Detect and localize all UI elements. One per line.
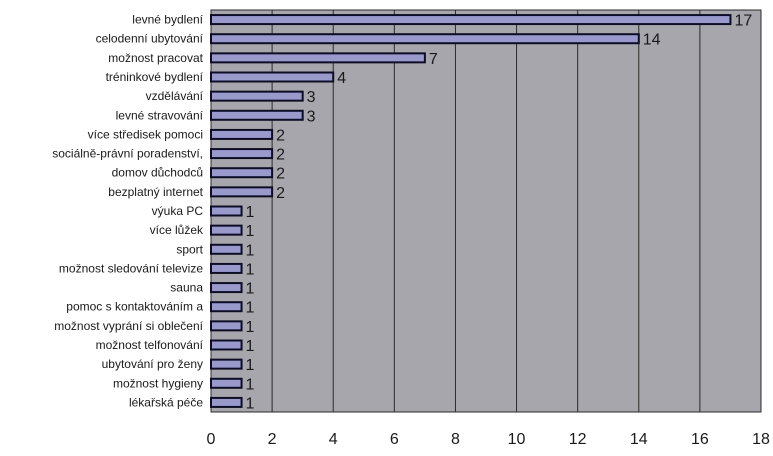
category-label: možnost pracovat — [108, 51, 203, 65]
data-label: 3 — [307, 108, 316, 125]
bar — [210, 14, 732, 26]
bars — [210, 14, 732, 408]
bar — [210, 243, 243, 255]
bar — [210, 377, 243, 389]
category-label: bezplatný internet — [108, 185, 203, 199]
category-label: ubytování pro ženy — [102, 357, 203, 371]
category-label: možnost vyprání si oblečení — [54, 319, 203, 333]
category-labels: levné bydlení celodenní ubytování možnost … — [52, 13, 204, 410]
category-label: sport — [176, 242, 203, 256]
category-label: pomoc s kontaktováním a — [66, 300, 203, 314]
bar — [210, 109, 304, 121]
category-label: sauna — [170, 281, 203, 295]
category-label: více středisek pomoci — [88, 127, 203, 141]
bar — [210, 33, 640, 45]
bar — [210, 128, 274, 140]
data-label: 1 — [246, 204, 255, 221]
bar — [210, 186, 274, 198]
category-label: výuka PC — [152, 204, 204, 218]
data-label: 1 — [246, 281, 255, 298]
category-label: možnost hygieny — [113, 376, 203, 390]
data-label: 1 — [246, 338, 255, 355]
x-tick-label: 0 — [207, 431, 216, 448]
bar — [210, 224, 243, 236]
category-label: celodenní ubytování — [96, 32, 204, 46]
bar — [210, 71, 335, 83]
x-tick-label: 10 — [508, 431, 526, 448]
category-label: více lůžek — [150, 223, 204, 237]
bar — [210, 301, 243, 313]
category-label: tréninkové bydlení — [106, 70, 204, 84]
bar — [210, 52, 426, 64]
category-label: sociálně-právní poradenství, — [52, 147, 203, 161]
category-label: vzdělávání — [146, 89, 204, 103]
bar — [210, 358, 243, 370]
data-label: 3 — [307, 89, 316, 106]
data-label: 1 — [246, 319, 255, 336]
bar — [210, 90, 304, 102]
category-label: možnost sledování televize — [59, 261, 203, 275]
category-label: možnost telfonování — [96, 338, 204, 352]
category-label: levné stravování — [116, 108, 204, 122]
data-label: 1 — [246, 223, 255, 240]
data-label: 1 — [246, 395, 255, 412]
data-label: 1 — [246, 261, 255, 278]
x-tick-label: 18 — [752, 431, 770, 448]
bar — [210, 148, 274, 160]
data-label: 1 — [246, 300, 255, 317]
data-label: 2 — [276, 127, 285, 144]
data-label: 14 — [643, 32, 661, 49]
data-label: 1 — [246, 376, 255, 393]
data-labels: 17 14 7 4 3 3 2 2 2 2 1 1 1 1 1 1 1 1 1 1 1 — [246, 13, 753, 413]
bar — [210, 320, 243, 332]
x-tick-label: 16 — [691, 431, 709, 448]
category-label: lékařská péče — [129, 395, 203, 409]
data-label: 17 — [734, 13, 752, 30]
data-label: 7 — [429, 51, 438, 68]
bar — [210, 339, 243, 351]
bar — [210, 205, 243, 217]
data-label: 2 — [276, 147, 285, 164]
category-label: levné bydlení — [132, 13, 203, 27]
plot-area — [210, 9, 762, 413]
x-tick-label: 8 — [451, 431, 460, 448]
category-label: domov důchodců — [112, 166, 203, 180]
x-tick-label: 4 — [329, 431, 338, 448]
data-label: 2 — [276, 166, 285, 183]
data-label: 1 — [246, 357, 255, 374]
bar — [210, 262, 243, 274]
x-axis-tick-labels: 0 2 4 6 8 10 12 14 16 18 — [207, 431, 770, 448]
bar — [210, 282, 243, 294]
bar — [210, 396, 243, 408]
data-label: 4 — [337, 70, 346, 87]
x-tick-label: 12 — [569, 431, 587, 448]
x-tick-label: 14 — [630, 431, 648, 448]
x-tick-label: 2 — [268, 431, 277, 448]
data-label: 1 — [246, 242, 255, 259]
bar — [210, 167, 274, 179]
x-tick-label: 6 — [390, 431, 399, 448]
data-label: 2 — [276, 185, 285, 202]
